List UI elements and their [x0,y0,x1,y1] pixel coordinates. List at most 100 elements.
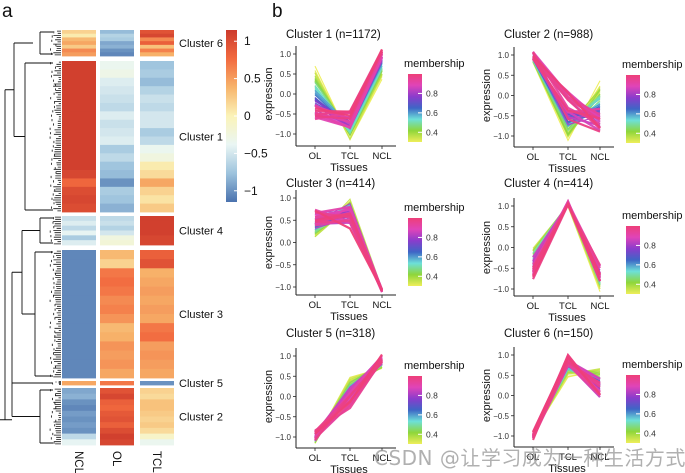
heatmap-cell [100,388,134,395]
heatmap-column-labels: NCL OL TCL [72,451,162,473]
heatmap-cell [100,178,134,188]
dendrogram-leaves [50,30,61,56]
legend-tick-label: 0.4 [644,279,656,289]
facet-title: Cluster 6 (n=150) [504,328,593,340]
heatmap-cell [140,388,174,395]
dendrogram-leaves [49,61,61,212]
heatmap-cell [100,250,134,260]
dendrogram-branch [24,62,53,211]
heatmap-cell [62,128,96,137]
heatmap-cell [62,268,96,278]
heatmap-cell [62,427,96,434]
facet-cluster-5: Cluster 5 (n=318) 1.0 0.5 0.0 −0.5 −1.0 OL TCL N… [263,328,465,473]
legend-tick-label: 0.4 [426,127,438,137]
heatmap-cell [100,30,134,35]
heatmap-cell [140,368,174,379]
facet-title: Cluster 1 (n=1172) [286,29,381,41]
heatmap-cell [100,277,134,287]
membership-line [532,201,602,278]
heatmap-cell [140,37,174,42]
heatmap-cell [140,30,174,35]
heatmap-cell [100,216,134,222]
heatmap-cell [62,405,96,412]
cluster-label: Cluster 4 [179,226,223,238]
heatmap-cell [100,416,134,423]
x-tick-label: OL [309,300,322,311]
heatmap-cell [140,203,174,213]
cluster-labels: Cluster 6 Cluster 1 Cluster 4 Cluster 3 Clus… [179,38,223,424]
heatmap-cell [100,410,134,417]
heatmap-cell [62,216,96,222]
membership-colorbar [408,218,422,286]
heatmap-cell [140,314,174,324]
heatmap-cell [140,359,174,370]
heatmap-cell [140,230,174,236]
heatmap-cell [62,77,96,87]
heatmap-cell [62,250,96,260]
heatmap-cell [62,225,96,231]
legend-tick-label: 0.6 [426,410,438,420]
heatmap-cell [62,44,96,49]
heatmap-cell [140,86,174,95]
heatmap-cell [100,69,134,79]
heatmap [62,30,174,446]
heatmap-cell [100,323,134,333]
x-axis-label: Tissues [548,463,586,473]
dendrogram-leaves [49,216,61,245]
facet-cluster-2: Cluster 2 (n=988) 1.0 0.5 0.0 −0.5 −1.0 OL TCL N… [481,29,683,175]
heatmap-cell [140,61,174,70]
heatmap-cell [140,111,174,121]
heatmap-cell [100,368,134,379]
x-tick-label: TCL [559,301,577,312]
heatmap-cell [100,225,134,231]
heatmap-cell [140,195,174,205]
legend-tick-label: 0.6 [644,409,656,419]
x-tick-label: NCL [372,151,391,162]
heatmap-cell [140,250,174,260]
heatmap-cell [140,33,174,38]
heatmap-cell [100,144,134,154]
legend-tick-label: 0.8 [644,240,656,250]
heatmap-cell [100,119,134,129]
heatmap-cell [140,350,174,361]
heatmap-cell [62,86,96,95]
heatmap-cell [100,235,134,241]
colorbar-tick-label: 0.5 [244,72,261,86]
heatmap-cell [62,136,96,146]
heatmap-cell [140,153,174,163]
heatmap-cell [140,225,174,231]
membership-line [314,219,384,292]
legend-tick-label: 0.8 [426,390,438,400]
y-axis-label: expression [481,221,493,274]
heatmap-cell [100,341,134,351]
y-tick-label: −1.0 [493,432,509,441]
membership-colorbar [626,375,640,443]
x-tick-label: NCL [590,301,609,312]
x-axis-label: Tissues [548,312,586,324]
facet-title: Cluster 2 (n=988) [504,29,593,41]
heatmap-cell [100,240,134,246]
heatmap-cell [100,230,134,236]
y-tick-label: 0.0 [280,239,292,248]
heatmap-cell [100,399,134,406]
x-axis-label: Tissues [330,162,368,174]
heatmap-cell [140,416,174,423]
y-axis-label: expression [263,67,275,120]
heatmap-cell [62,37,96,42]
heatmap-cell [140,178,174,188]
heatmap-cell [62,61,96,70]
heatmap-cell [62,220,96,227]
heatmap-cell [62,323,96,333]
membership-line [532,355,601,433]
row-dendrogram [0,30,61,445]
heatmap-cell [100,439,134,446]
legend-tick-label: 0.4 [426,271,438,281]
heatmap-cell [100,405,134,412]
membership-colorbar [408,376,422,444]
legend-tick-label: 0.6 [644,260,656,270]
heatmap-cell [140,235,174,241]
membership-line [532,201,602,282]
x-tick-label: OL [527,301,540,312]
heatmap-cell [140,77,174,87]
